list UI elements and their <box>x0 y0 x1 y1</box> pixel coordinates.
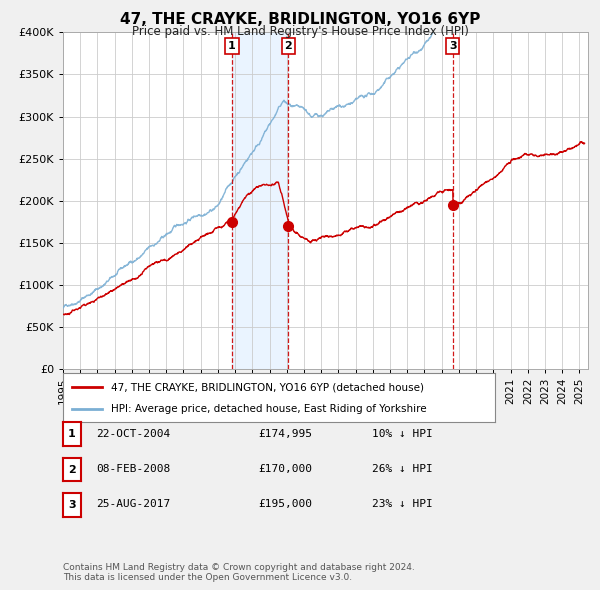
Text: HPI: Average price, detached house, East Riding of Yorkshire: HPI: Average price, detached house, East… <box>110 404 426 414</box>
Text: 47, THE CRAYKE, BRIDLINGTON, YO16 6YP: 47, THE CRAYKE, BRIDLINGTON, YO16 6YP <box>120 12 480 27</box>
Text: 08-FEB-2008: 08-FEB-2008 <box>96 464 170 474</box>
Text: 3: 3 <box>449 41 457 51</box>
Text: Price paid vs. HM Land Registry's House Price Index (HPI): Price paid vs. HM Land Registry's House … <box>131 25 469 38</box>
Text: 22-OCT-2004: 22-OCT-2004 <box>96 429 170 438</box>
Text: 2: 2 <box>284 41 292 51</box>
Text: 10% ↓ HPI: 10% ↓ HPI <box>372 429 433 438</box>
Text: £195,000: £195,000 <box>258 500 312 509</box>
Text: 1: 1 <box>68 430 76 439</box>
Text: 26% ↓ HPI: 26% ↓ HPI <box>372 464 433 474</box>
Text: 23% ↓ HPI: 23% ↓ HPI <box>372 500 433 509</box>
Text: 47, THE CRAYKE, BRIDLINGTON, YO16 6YP (detached house): 47, THE CRAYKE, BRIDLINGTON, YO16 6YP (d… <box>110 382 424 392</box>
Text: 2: 2 <box>68 465 76 474</box>
Text: 25-AUG-2017: 25-AUG-2017 <box>96 500 170 509</box>
Text: 1: 1 <box>228 41 236 51</box>
Text: Contains HM Land Registry data © Crown copyright and database right 2024.
This d: Contains HM Land Registry data © Crown c… <box>63 563 415 582</box>
Bar <box>232 32 289 369</box>
Text: 3: 3 <box>68 500 76 510</box>
Text: £170,000: £170,000 <box>258 464 312 474</box>
Text: £174,995: £174,995 <box>258 429 312 438</box>
